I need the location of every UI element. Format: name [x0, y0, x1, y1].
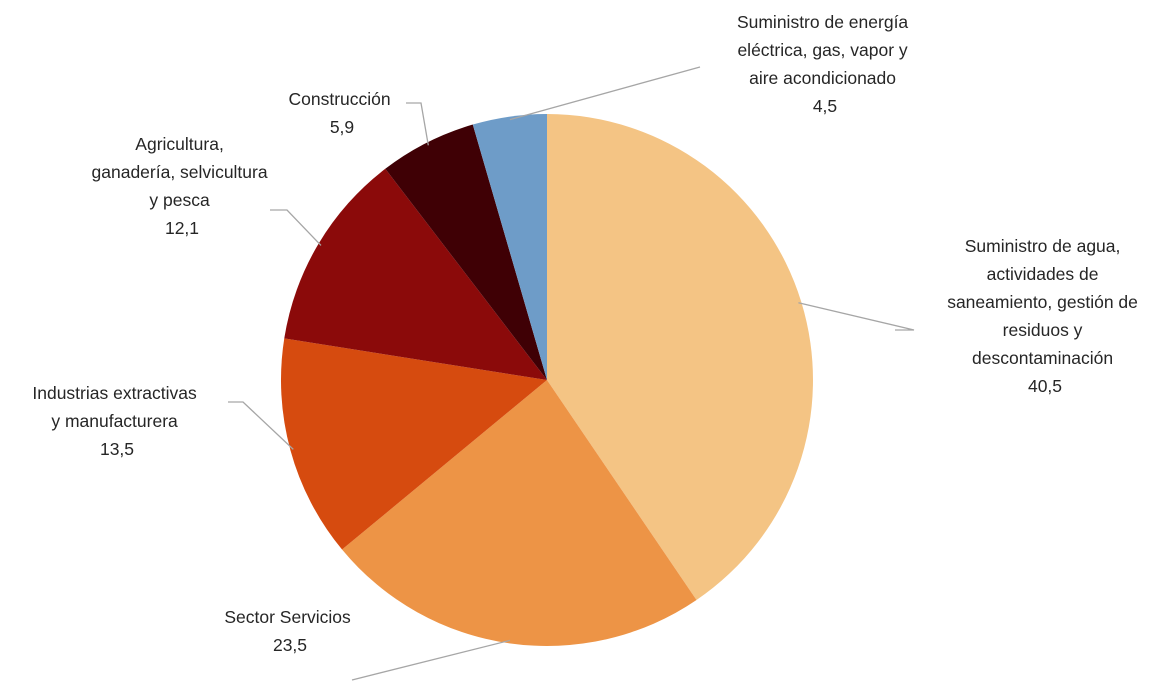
- slice-value-label: 40,5: [1028, 376, 1062, 396]
- slice-label-line: Suministro de energía: [737, 12, 908, 32]
- pie-slices: [280, 114, 813, 646]
- slice-label-agua: Suministro de agua, actividades de sanea…: [947, 236, 1143, 396]
- pie-slice-construccion: [385, 124, 547, 380]
- slice-label-line: y pesca: [149, 190, 210, 210]
- slice-label-line: eléctrica, gas, vapor y: [737, 40, 907, 60]
- leader-line-servicios: [351, 639, 511, 681]
- pie-slice-agricultura: [284, 168, 547, 380]
- slice-label-line: Agricultura,: [135, 134, 224, 154]
- slice-label-line: ganadería, selvicultura: [92, 162, 268, 182]
- leader-lines: [228, 66, 915, 681]
- slice-label-construccion: Construcción 5,9: [288, 89, 395, 137]
- slice-label-line: saneamiento, gestión de: [947, 292, 1138, 312]
- pie-slice-servicios: [342, 380, 697, 646]
- leader-line-industrias: [228, 401, 294, 450]
- slice-label-line: Industrias extractivas: [32, 383, 197, 403]
- slice-label-line: Suministro de agua,: [965, 236, 1121, 256]
- slice-label-line: y manufacturera: [51, 411, 178, 431]
- slice-label-agricultura: Agricultura, ganadería, selvicultura y p…: [92, 134, 273, 238]
- slice-value-label: 12,1: [165, 218, 199, 238]
- slice-label-line: Sector Servicios: [224, 607, 351, 627]
- leader-line-construccion: [406, 102, 429, 146]
- slice-label-industrias: Industrias extractivas y manufacturera 1…: [32, 383, 201, 459]
- slice-label-line: Construcción: [288, 89, 390, 109]
- slice-label-energia: Suministro de energía eléctrica, gas, va…: [737, 12, 913, 116]
- slice-label-line: residuos y: [1003, 320, 1083, 340]
- slice-label-line: aire acondicionado: [749, 68, 896, 88]
- pie-slice-agua: [547, 114, 813, 600]
- slice-value-label: 23,5: [273, 635, 307, 655]
- leader-line-energia: [509, 66, 701, 121]
- leader-line-agricultura: [270, 209, 322, 246]
- slice-label-servicios: Sector Servicios 23,5: [224, 607, 355, 655]
- slice-label-line: descontaminación: [972, 348, 1113, 368]
- slice-value-label: 13,5: [100, 439, 134, 459]
- slice-value-label: 5,9: [330, 117, 354, 137]
- leader-line-agua: [798, 302, 915, 331]
- pie-slice-industrias: [280, 338, 547, 550]
- slice-label-line: actividades de: [987, 264, 1099, 284]
- pie-slice-energia: [472, 114, 547, 380]
- slice-value-label: 4,5: [813, 96, 837, 116]
